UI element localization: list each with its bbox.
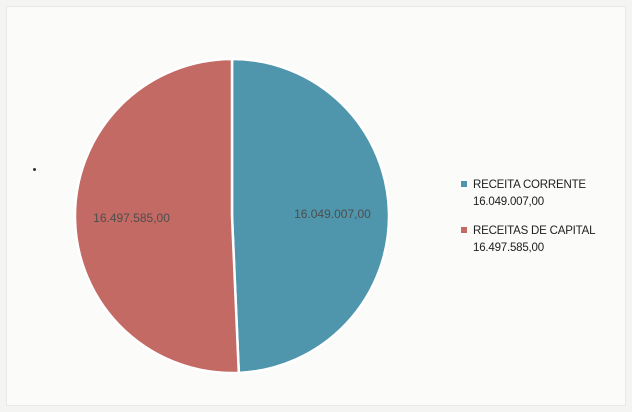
legend-swatch-receita-corrente: [461, 181, 467, 187]
chart-area: 16.049.007,00 16.497.585,00 RECEITA CORRE…: [6, 6, 626, 406]
legend: RECEITA CORRENTE 16.049.007,00 RECEITAS …: [461, 177, 631, 269]
pie-slice-receita-corrente: [230, 57, 391, 375]
legend-label-receita-corrente: RECEITA CORRENTE: [473, 179, 586, 191]
legend-value-receita-corrente: 16.049.007,00: [473, 196, 544, 208]
pie-chart: 16.049.007,00 16.497.585,00: [73, 57, 391, 375]
data-label-receita-corrente: 16.049.007,00: [294, 207, 371, 221]
stray-mark: [33, 168, 36, 171]
data-label-receitas-de-capital: 16.497.585,00: [93, 211, 170, 225]
legend-swatch-receitas-de-capital: [461, 227, 467, 233]
legend-label-receitas-de-capital: RECEITAS DE CAPITAL: [473, 225, 596, 237]
pie-slice-receitas-de-capital: [73, 57, 241, 375]
legend-item-receitas-de-capital: RECEITAS DE CAPITAL 16.497.585,00: [461, 223, 631, 257]
legend-item-receita-corrente: RECEITA CORRENTE 16.049.007,00: [461, 177, 631, 211]
legend-value-receitas-de-capital: 16.497.585,00: [473, 242, 544, 254]
